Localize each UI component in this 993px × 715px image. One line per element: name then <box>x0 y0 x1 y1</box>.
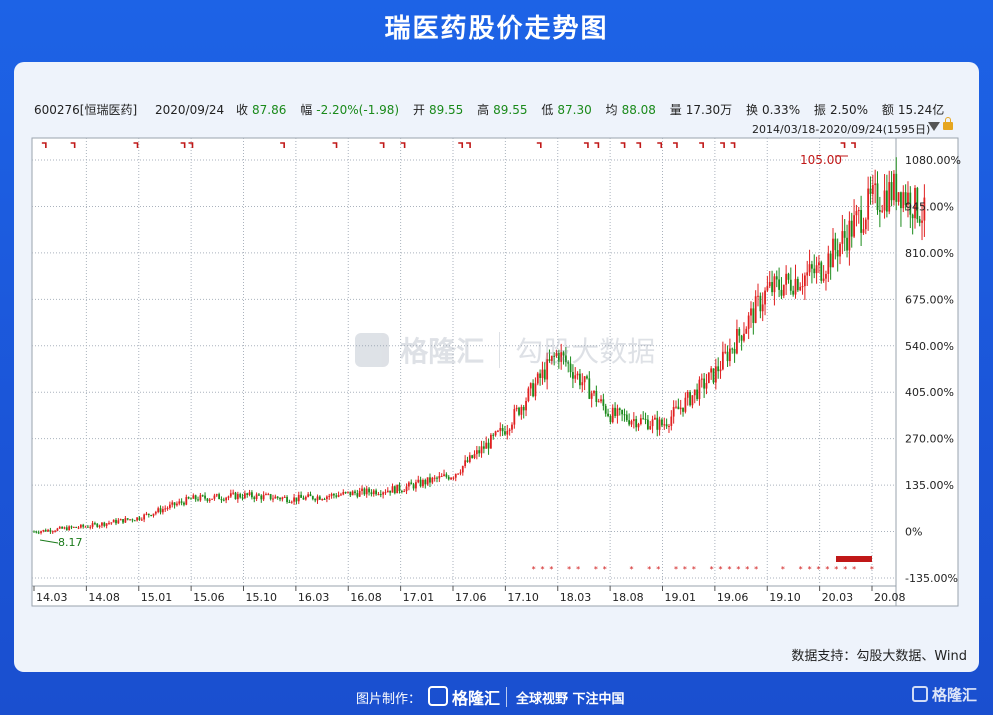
close-value: 87.86 <box>252 103 287 117</box>
high-value: 89.55 <box>493 103 528 117</box>
source-note: 数据支持：勾股大数据、Wind <box>791 649 967 664</box>
dropdown-arrow-icon[interactable] <box>928 122 940 131</box>
date-range[interactable]: 2014/03/18-2020/09/24(1595日) <box>752 123 931 136</box>
footer: 图片制作： 格隆汇 全球视野 下注中国 <box>0 678 993 715</box>
corner-logo-icon <box>912 686 928 702</box>
info-bar: 600276[恒瑞医药] 2020/09/24 收 87.86 幅 -2.20%(-… <box>34 101 948 119</box>
watermark: 格隆汇 勾股大数据 <box>355 330 655 370</box>
close-label: 收 <box>236 103 249 117</box>
footer-divider <box>506 687 507 707</box>
low-label: 低 <box>541 103 554 117</box>
open-value: 89.55 <box>428 103 464 117</box>
corner-brand: 格隆汇 <box>932 686 978 704</box>
turnover-value: 0.33% <box>761 103 801 117</box>
amount-value: 15.24亿 <box>897 103 945 117</box>
footer-made-by: 图片制作： <box>356 692 422 707</box>
chart-title: 瑞医药股价走势图 <box>384 14 609 44</box>
volume-label: 量 <box>669 103 682 117</box>
watermark-brand: 格隆汇 <box>400 335 485 368</box>
turnover-label: 换 <box>745 103 758 117</box>
footer-slogan: 全球视野 下注中国 <box>516 692 625 707</box>
footer-logo-icon <box>428 686 448 706</box>
amplitude-label: 振 <box>813 103 826 117</box>
watermark-sub: 勾股大数据 <box>515 335 656 368</box>
volume-value: 17.30万 <box>685 103 733 117</box>
change-label: 幅 <box>300 103 313 117</box>
high-label: 高 <box>477 103 490 117</box>
avg-label: 均 <box>605 103 618 117</box>
amplitude-value: 2.50% <box>829 103 869 117</box>
quote-date: 2020/09/24 <box>155 103 225 117</box>
lock-icon[interactable] <box>943 117 953 130</box>
watermark-divider <box>499 332 501 368</box>
low-value: 87.30 <box>557 103 592 117</box>
avg-value: 88.08 <box>621 103 656 117</box>
open-label: 开 <box>412 103 425 117</box>
footer-brand: 格隆汇 <box>452 689 501 708</box>
watermark-logo-icon <box>355 333 389 367</box>
change-value: -2.20%(-1.98) <box>316 103 400 117</box>
amount-label: 额 <box>881 103 894 117</box>
stock-code: 600276[恒瑞医药] <box>34 103 138 117</box>
